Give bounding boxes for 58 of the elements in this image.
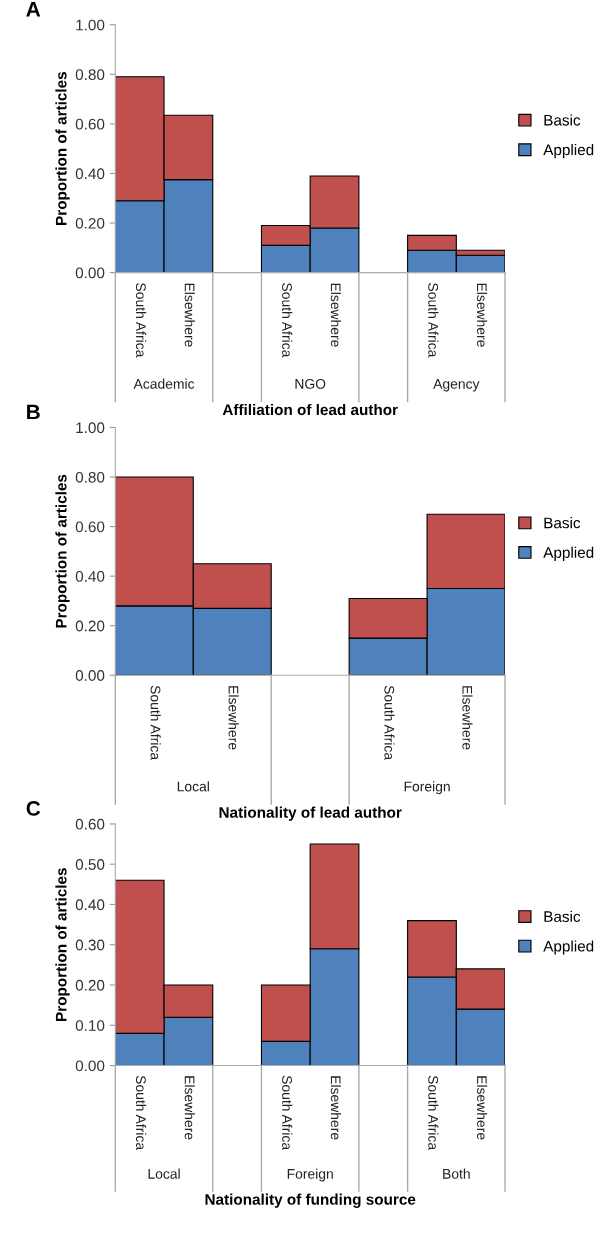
- y-axis-title: Proportion of articles: [55, 72, 70, 225]
- x-axis-title: Nationality of funding source: [205, 1193, 416, 1208]
- y-tick-label: 0.30: [75, 939, 105, 951]
- x-tick-label: Elsewhere: [476, 1076, 488, 1140]
- legend-label: Basic: [544, 517, 581, 529]
- x-tick-label: South Africa: [135, 1075, 147, 1151]
- x-axis-title: Affiliation of lead author: [222, 403, 398, 416]
- text: NGO: [295, 378, 326, 389]
- legend-label: Basic: [544, 910, 581, 922]
- x-tick-label: Elsewhere: [184, 283, 195, 347]
- x-tick-label: South Africa: [135, 283, 147, 358]
- y-tick-label: 0.00: [75, 267, 105, 279]
- y-tick-label: 1.00: [76, 19, 105, 31]
- y-tick-label: 0.80: [75, 69, 105, 81]
- y-tick-label: 0.20: [75, 217, 105, 229]
- x-tick-label: Elsewhere: [330, 283, 342, 347]
- y-axis-title: Proportion of articles: [55, 868, 70, 1021]
- x-axis-title: Nationality of lead author: [219, 806, 402, 821]
- y-tick-label: 0.20: [75, 979, 105, 991]
- x-tick-label: South Africa: [384, 685, 395, 761]
- text: Academic: [133, 378, 195, 389]
- text: Foreign: [404, 781, 450, 795]
- y-tick-label: 0.00: [75, 1060, 105, 1072]
- legend-label: Basic: [544, 114, 581, 126]
- y-tick-label: 0.40: [75, 899, 105, 911]
- chart-title: C: [26, 801, 41, 816]
- chart-title: A: [26, 2, 41, 17]
- y-tick-label: 0.40: [75, 168, 105, 180]
- text: Local: [177, 781, 209, 792]
- x-tick-label: Elsewhere: [184, 1076, 195, 1140]
- y-tick-label: 0.80: [75, 471, 105, 483]
- chart-title: B: [27, 404, 40, 420]
- legend-label: Applied: [543, 940, 594, 955]
- y-axis-title: Proportion of articles: [55, 474, 70, 628]
- text: Foreign: [287, 1168, 333, 1182]
- y-tick-label: 0.60: [75, 521, 105, 533]
- x-tick-label: Elsewhere: [228, 686, 239, 750]
- text: Both: [443, 1168, 470, 1179]
- y-tick-label: 0.20: [75, 620, 105, 632]
- y-tick-label: 0.40: [75, 571, 105, 582]
- x-tick-label: South Africa: [428, 283, 439, 358]
- x-tick-label: Elsewhere: [462, 686, 473, 750]
- y-tick-label: 0.10: [75, 1020, 105, 1031]
- text: Agency: [433, 379, 480, 392]
- x-tick-label: Elsewhere: [476, 283, 488, 347]
- y-tick-label: 0.60: [75, 818, 105, 830]
- y-tick-label: 0.60: [75, 118, 105, 130]
- y-tick-label: 1.00: [76, 422, 105, 434]
- x-tick-label: South Africa: [428, 1075, 439, 1151]
- text: Local: [148, 1168, 180, 1179]
- x-tick-label: South Africa: [282, 283, 293, 358]
- x-tick-label: South Africa: [150, 685, 161, 761]
- y-tick-label: 0.00: [75, 670, 105, 681]
- x-tick-label: South Africa: [282, 1075, 293, 1151]
- y-tick-label: 0.50: [75, 859, 105, 870]
- legend-label: Applied: [543, 144, 594, 159]
- x-tick-label: Elsewhere: [330, 1076, 342, 1140]
- legend-label: Applied: [543, 546, 594, 561]
